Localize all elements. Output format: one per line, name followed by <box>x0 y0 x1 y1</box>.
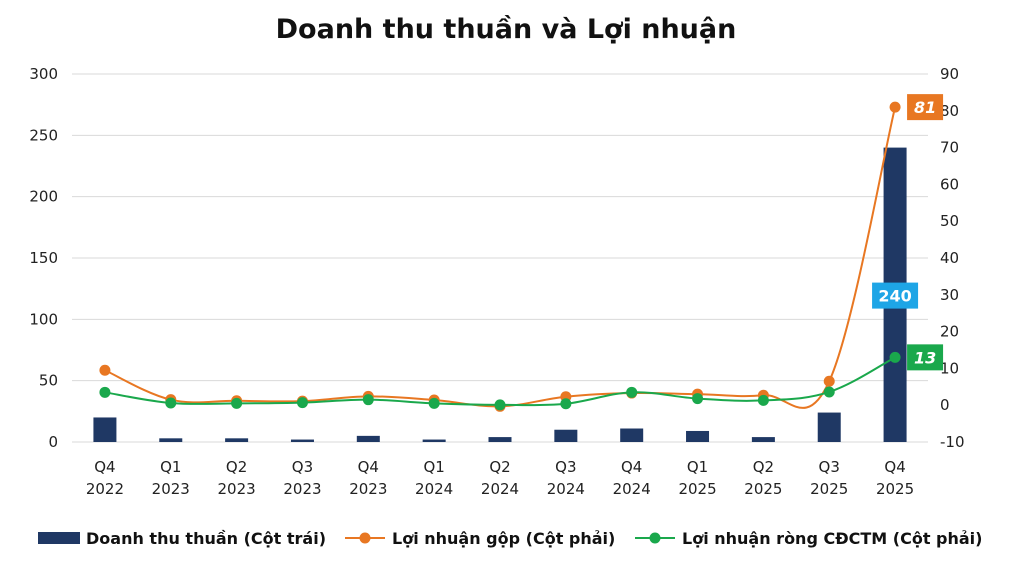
y-right-tick-label: 30 <box>940 286 959 304</box>
bar <box>356 435 380 442</box>
series-point <box>362 394 374 406</box>
x-tick-label-quarter: Q4 <box>884 458 905 476</box>
bar <box>159 438 183 442</box>
series-point <box>560 398 572 410</box>
y-left-tick-label: 250 <box>29 126 58 144</box>
y-left-tick-label: 0 <box>48 433 58 451</box>
series-point <box>231 397 243 409</box>
x-tick-label-year: 2022 <box>86 480 124 498</box>
bar <box>751 437 775 442</box>
x-tick-label-quarter: Q1 <box>160 458 181 476</box>
x-tick-label-quarter: Q2 <box>489 458 510 476</box>
data-label: 81 <box>914 98 936 117</box>
x-tick-label-quarter: Q2 <box>226 458 247 476</box>
x-tick-label-quarter: Q4 <box>94 458 115 476</box>
x-tick-label-quarter: Q4 <box>358 458 379 476</box>
data-label-box <box>872 282 919 309</box>
chart-title: Doanh thu thuần và Lợi nhuận <box>275 14 737 45</box>
bar <box>488 437 512 442</box>
x-tick-label-year: 2025 <box>744 480 782 498</box>
y-right-tick-label: 80 <box>940 102 959 120</box>
x-tick-label-quarter: Q4 <box>621 458 642 476</box>
y-right-tick-label: 20 <box>940 323 959 341</box>
bar <box>93 417 117 442</box>
y-right-tick-label: 70 <box>940 139 959 157</box>
x-tick-label-quarter: Q1 <box>687 458 708 476</box>
y-right-tick-label: 50 <box>940 212 959 230</box>
x-tick-label-year: 2025 <box>810 480 848 498</box>
x-tick-label-quarter: Q2 <box>753 458 774 476</box>
series-point <box>494 399 506 411</box>
x-tick-label-year: 2025 <box>876 480 914 498</box>
series-point <box>428 397 440 409</box>
x-tick-label-year: 2024 <box>613 480 651 498</box>
series-point <box>692 393 704 405</box>
x-tick-label-year: 2024 <box>415 480 453 498</box>
legend-swatch-marker <box>649 532 661 544</box>
series-point <box>165 397 177 409</box>
y-right-tick-label: 10 <box>940 359 959 377</box>
data-label-box <box>907 94 944 121</box>
x-tick-label-year: 2023 <box>218 480 256 498</box>
data-label-box <box>907 344 944 371</box>
x-tick-label-year: 2024 <box>547 480 585 498</box>
x-tick-label-year: 2025 <box>678 480 716 498</box>
y-left-tick-label: 50 <box>39 372 58 390</box>
legend-label: Lợi nhuận gộp (Cột phải) <box>392 529 615 548</box>
x-tick-label-year: 2023 <box>283 480 321 498</box>
bar <box>225 438 249 442</box>
data-label: 240 <box>878 287 911 306</box>
series-point <box>757 394 769 406</box>
y-left-tick-label: 300 <box>29 65 58 83</box>
bar <box>290 439 314 442</box>
y-right-tick-label: 90 <box>940 65 959 83</box>
bar <box>554 429 578 442</box>
y-right-tick-label: -10 <box>940 433 965 451</box>
bar <box>422 439 446 442</box>
x-tick-label-quarter: Q1 <box>423 458 444 476</box>
y-left-tick-label: 200 <box>29 188 58 206</box>
series-point <box>626 386 638 398</box>
x-tick-label-year: 2024 <box>481 480 519 498</box>
bar <box>817 412 841 442</box>
legend-label: Lợi nhuận ròng CĐCTM (Cột phải) <box>682 529 982 548</box>
legend-label: Doanh thu thuần (Cột trái) <box>86 529 326 548</box>
legend-swatch-marker <box>359 532 371 544</box>
bar <box>620 428 644 442</box>
data-label: 13 <box>914 348 936 367</box>
series-line <box>104 106 897 409</box>
x-tick-label-quarter: Q3 <box>819 458 840 476</box>
y-right-tick-label: 60 <box>940 175 959 193</box>
series-point <box>823 375 835 387</box>
series-point <box>889 101 901 113</box>
legend-swatch-bar <box>38 532 80 544</box>
series-point <box>823 386 835 398</box>
x-tick-label-quarter: Q3 <box>555 458 576 476</box>
y-left-tick-label: 100 <box>29 310 58 328</box>
bar <box>686 430 710 442</box>
series-point <box>889 351 901 363</box>
x-tick-label-year: 2023 <box>349 480 387 498</box>
x-tick-label-quarter: Q3 <box>292 458 313 476</box>
series-point <box>99 386 111 398</box>
y-left-tick-label: 150 <box>29 249 58 267</box>
series-point <box>99 364 111 376</box>
y-right-tick-label: 0 <box>940 396 950 414</box>
y-right-tick-label: 40 <box>940 249 959 267</box>
series-point <box>296 397 308 409</box>
x-tick-label-year: 2023 <box>152 480 190 498</box>
